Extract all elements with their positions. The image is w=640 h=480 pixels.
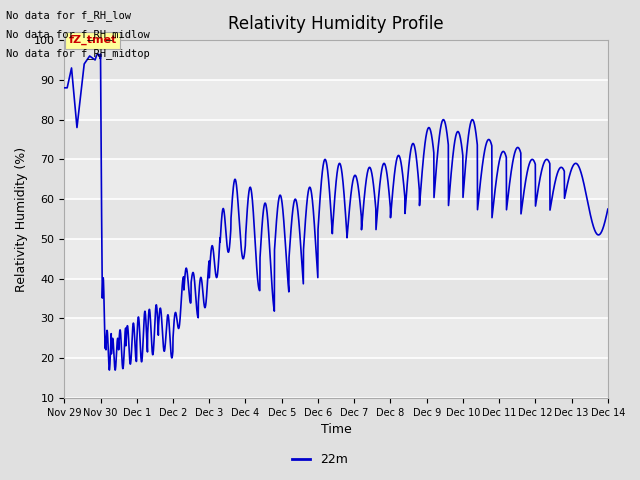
- Bar: [64, 318, 608, 358]
- Text: fZ_tmet: fZ_tmet: [68, 35, 117, 45]
- Text: No data for f_RH_midlow: No data for f_RH_midlow: [6, 29, 150, 40]
- Title: Relativity Humidity Profile: Relativity Humidity Profile: [228, 15, 444, 33]
- Bar: [64, 239, 608, 279]
- X-axis label: Time: Time: [321, 423, 351, 436]
- Bar: [64, 159, 608, 199]
- Bar: [64, 358, 608, 398]
- Bar: [64, 80, 608, 120]
- Y-axis label: Relativity Humidity (%): Relativity Humidity (%): [15, 146, 28, 291]
- Text: No data for f_RH_midtop: No data for f_RH_midtop: [6, 48, 150, 59]
- Bar: [64, 120, 608, 159]
- Bar: [64, 40, 608, 80]
- Text: No data for f_RH_low: No data for f_RH_low: [6, 10, 131, 21]
- Bar: [64, 199, 608, 239]
- Bar: [64, 279, 608, 318]
- Legend: 22m: 22m: [287, 448, 353, 471]
